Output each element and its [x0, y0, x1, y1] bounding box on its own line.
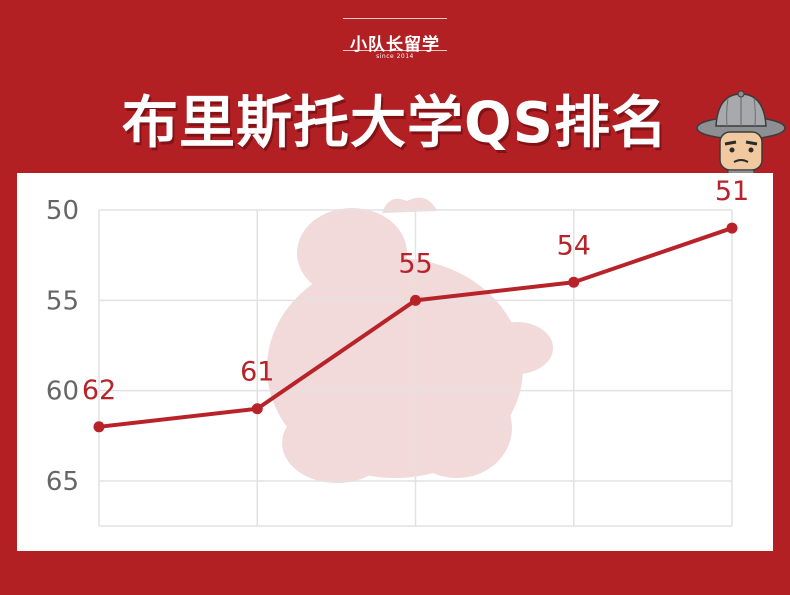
brand-since: since 2014: [376, 53, 414, 60]
brand-top-divider: [343, 18, 447, 19]
data-label: 61: [240, 357, 274, 388]
x-axis-labels: 2022 2023 2024 2025 2026: [66, 548, 765, 578]
y-tick-label: 50: [46, 196, 79, 226]
x-tick-label: 2023: [224, 548, 290, 551]
grid: [98, 209, 733, 527]
watermark: [267, 197, 553, 483]
brand-bottom-divider: [343, 50, 447, 51]
series-ranking: [93, 222, 738, 433]
data-label: 54: [557, 230, 591, 261]
data-point: [410, 294, 421, 306]
line-chart: 50 55 60 65 2022 2023 2024 2025 2026 62 61 55 54 51: [46, 176, 765, 578]
chart-panel: 50 55 60 65 2022 2023 2024 2025 2026 62 61 55 54 51: [17, 173, 773, 578]
y-tick-label: 65: [46, 467, 79, 497]
detective-hat-mascot-icon: [696, 90, 786, 180]
data-label: 51: [715, 176, 749, 207]
data-point: [568, 276, 580, 288]
x-tick-label: 2024: [382, 548, 448, 551]
y-tick-label: 60: [46, 377, 79, 407]
page-title: 布里斯托大学QS排名: [122, 91, 668, 156]
data-label: 62: [82, 375, 116, 406]
x-tick-label: 2026: [699, 548, 765, 551]
data-point: [93, 421, 105, 433]
x-tick-label: 2022: [66, 548, 132, 551]
x-tick-label: 2025: [541, 548, 607, 551]
data-label: 55: [398, 248, 432, 279]
brand-name: 小队长留学: [350, 35, 440, 55]
data-labels: 62 61 55 54 51: [82, 176, 749, 406]
data-point: [251, 403, 263, 415]
y-axis-labels: 50 55 60 65: [46, 196, 79, 497]
y-tick-label: 55: [46, 286, 79, 316]
data-point: [726, 222, 738, 234]
